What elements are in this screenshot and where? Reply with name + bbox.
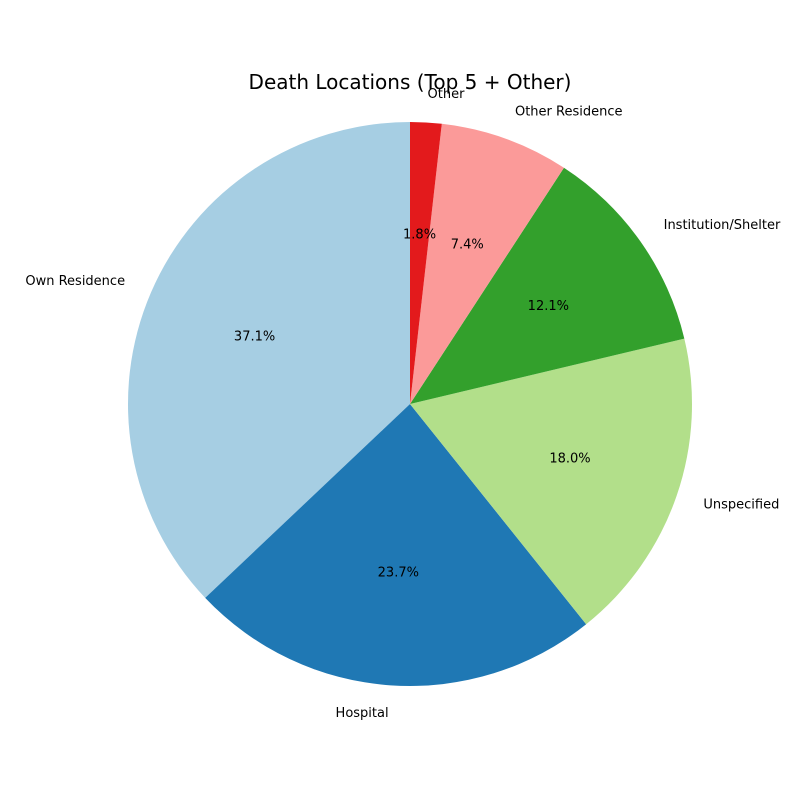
pie-slice-other — [410, 122, 442, 404]
percent-label-other-residence: 7.4% — [451, 237, 484, 252]
pie-slices — [128, 122, 692, 686]
percent-label-own-residence: 37.1% — [234, 330, 275, 345]
category-label-institution-shelter: Institution/Shelter — [664, 218, 781, 233]
pie-slice-other-residence — [410, 123, 564, 404]
percent-label-unspecified: 18.0% — [549, 452, 590, 467]
chart-title: Death Locations (Top 5 + Other) — [249, 70, 572, 94]
pie-slice-own-residence — [128, 122, 410, 598]
category-labels: Own Residence Hospital Unspecified Institut… — [25, 87, 781, 721]
pie-slice-unspecified — [410, 338, 692, 625]
category-label-other-residence: Other Residence — [515, 105, 623, 120]
pie-slice-hospital — [205, 404, 587, 686]
category-label-other: Other — [428, 87, 466, 102]
percent-labels: 37.1% 23.7% 18.0% 12.1% 7.4% 1.8% — [234, 228, 591, 581]
percent-label-other: 1.8% — [403, 228, 436, 243]
pie-slice-institution-shelter — [410, 167, 685, 404]
percent-label-hospital: 23.7% — [378, 565, 419, 580]
percent-label-institution-shelter: 12.1% — [528, 299, 569, 314]
category-label-unspecified: Unspecified — [703, 497, 779, 512]
category-label-own-residence: Own Residence — [25, 274, 125, 289]
category-label-hospital: Hospital — [336, 706, 389, 721]
